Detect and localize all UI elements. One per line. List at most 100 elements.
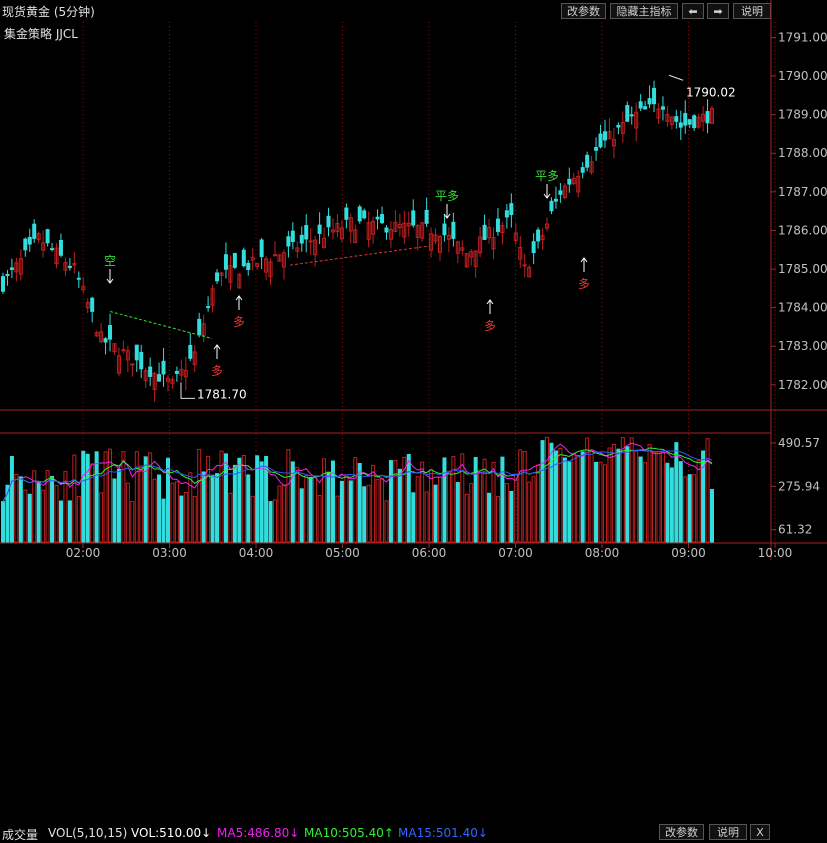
candle-down	[76, 277, 81, 280]
candle-down	[616, 124, 621, 128]
candle-up	[63, 262, 68, 271]
volume-bar-up	[130, 501, 135, 543]
volume-bar-down	[255, 455, 260, 543]
volume-bar-down	[562, 457, 567, 543]
candle-down	[27, 236, 32, 245]
volume-title: 成交量	[2, 828, 39, 842]
volume-params-button[interactable]: 改参数	[659, 824, 704, 840]
volume-bar-down	[81, 450, 86, 543]
time-tick-label: 02:00	[66, 546, 101, 560]
scroll-left-icon[interactable]: ⬅	[682, 3, 704, 19]
edit-params-button[interactable]: 改参数	[561, 3, 606, 19]
volume-bar-down	[616, 448, 621, 543]
volume-help-button[interactable]: 说明	[709, 824, 747, 840]
candle-down	[638, 101, 643, 109]
volume-header: 成交量 VOL(5,10,15) VOL:510.00↓ MA5:486.80↓…	[0, 411, 827, 842]
time-tick-label: 08:00	[585, 546, 620, 560]
volume-bar-down	[687, 474, 692, 543]
volume-bar-up	[277, 485, 282, 543]
candle-down	[705, 111, 710, 124]
price-tick-label: 1791.00	[778, 30, 827, 44]
candle-down	[206, 306, 211, 309]
volume-bar-down	[348, 480, 353, 543]
volume-bar-down	[701, 450, 706, 543]
volume-bar-up	[41, 489, 46, 543]
candle-down	[652, 87, 657, 105]
candle-down	[32, 223, 37, 239]
volume-bar-down	[487, 492, 492, 543]
scroll-right-icon[interactable]: ➡	[707, 3, 729, 19]
candle-down	[451, 221, 456, 239]
candle-down	[625, 105, 630, 122]
candle-down	[558, 190, 563, 195]
candle-down	[536, 229, 541, 242]
candle-up	[620, 121, 625, 134]
price-tick-label: 1789.00	[778, 108, 827, 122]
signal-label: 多	[233, 315, 245, 329]
candle-down	[602, 131, 607, 141]
high-marker-line	[668, 74, 684, 81]
volume-bar-down	[237, 457, 242, 543]
volume-bar-down	[549, 442, 554, 543]
low-marker-line	[180, 382, 195, 399]
candle-down	[259, 239, 264, 258]
volume-bar-up	[464, 493, 469, 543]
signal-arrow-up	[486, 299, 494, 314]
volume-bar-up	[660, 451, 665, 543]
help-button[interactable]: 说明	[733, 3, 771, 19]
candle-up	[281, 252, 286, 268]
price-chart[interactable]: 1791.00 1790.00 1789.00 1788.00 1787.00 1786.…	[0, 0, 827, 560]
candle-up	[255, 263, 260, 268]
hide-indicator-button[interactable]: 隐藏主指标	[610, 3, 678, 19]
volume-bar-up	[518, 449, 523, 543]
candle-down	[134, 344, 139, 361]
candle-up	[143, 370, 148, 381]
price-tick-label: 1784.00	[778, 301, 827, 315]
candle-down	[317, 224, 322, 234]
close-icon[interactable]: X	[750, 824, 770, 840]
volume-bar-up	[451, 456, 456, 543]
candle-up	[228, 265, 233, 283]
volume-bar-up	[286, 449, 291, 543]
volume-bar-down	[27, 493, 32, 543]
volume-bar-down	[540, 440, 545, 543]
volume-bar-up	[643, 462, 648, 543]
volume-bar-down	[509, 490, 514, 543]
candle-down	[215, 272, 220, 282]
volume-bar-down	[1, 501, 5, 543]
time-tick-label: 05:00	[325, 546, 360, 560]
candle-down	[531, 241, 536, 254]
candle-down	[504, 210, 509, 218]
signal-label: 平多	[435, 189, 459, 203]
candle-up	[130, 363, 135, 366]
candle-up	[371, 220, 376, 235]
price-tick-label: 1790.00	[778, 69, 827, 83]
candle-up	[179, 368, 184, 376]
volume-bar-up	[99, 492, 104, 543]
low-marker-label: 1781.70	[197, 387, 247, 401]
candle-up	[308, 240, 313, 243]
candle-up	[420, 222, 425, 239]
volume-bar-down	[326, 471, 331, 543]
strategy-label: 集金策略 JJCL	[4, 27, 78, 41]
candle-down	[161, 360, 166, 375]
candle-up	[634, 111, 639, 129]
volume-bar-up	[344, 474, 349, 543]
volume-bar-up	[206, 455, 211, 543]
volume-bar-down	[268, 501, 273, 543]
volume-bar-up	[108, 448, 113, 543]
candle-down	[567, 178, 572, 185]
volume-bar-up	[536, 464, 541, 543]
candle-up	[500, 225, 505, 234]
signal-label: 多	[211, 364, 223, 378]
volume-bar-up	[607, 447, 612, 543]
candle-up	[18, 258, 23, 275]
candle-down	[442, 223, 447, 236]
candle-up	[571, 177, 576, 185]
candle-up	[388, 229, 393, 240]
time-tick-label: 09:00	[671, 546, 706, 560]
ma15-value: MA15:501.40↓	[398, 826, 488, 840]
price-tick-label: 1782.00	[778, 378, 827, 392]
signal-arrow-down	[106, 269, 114, 284]
candle-down	[357, 206, 362, 222]
